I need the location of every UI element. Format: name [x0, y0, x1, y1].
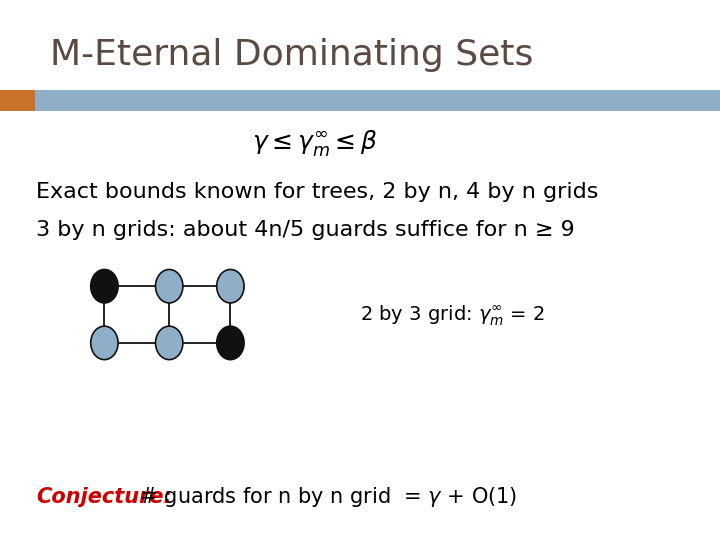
Ellipse shape: [91, 326, 118, 360]
Text: 3 by n grids: about 4n/5 guards suffice for n ≥ 9: 3 by n grids: about 4n/5 guards suffice …: [36, 219, 575, 240]
Text: Conjecture:: Conjecture:: [36, 487, 172, 507]
Ellipse shape: [91, 269, 118, 303]
Bar: [35, 90, 720, 111]
Ellipse shape: [217, 326, 244, 360]
Text: $\gamma \leq \gamma^{\infty}_{m} \leq \beta$: $\gamma \leq \gamma^{\infty}_{m} \leq \b…: [252, 128, 378, 158]
Bar: [0, 90, 35, 111]
Text: Exact bounds known for trees, 2 by n, 4 by n grids: Exact bounds known for trees, 2 by n, 4 …: [36, 181, 598, 202]
Text: M-Eternal Dominating Sets: M-Eternal Dominating Sets: [50, 38, 534, 72]
Ellipse shape: [156, 269, 183, 303]
Text: # guards for n by n grid  = $\gamma$ + O(1): # guards for n by n grid = $\gamma$ + O(…: [133, 485, 518, 509]
Ellipse shape: [217, 269, 244, 303]
Ellipse shape: [156, 326, 183, 360]
Text: 2 by 3 grid: $\gamma^{\infty}_{m}$ = 2: 2 by 3 grid: $\gamma^{\infty}_{m}$ = 2: [360, 303, 545, 328]
